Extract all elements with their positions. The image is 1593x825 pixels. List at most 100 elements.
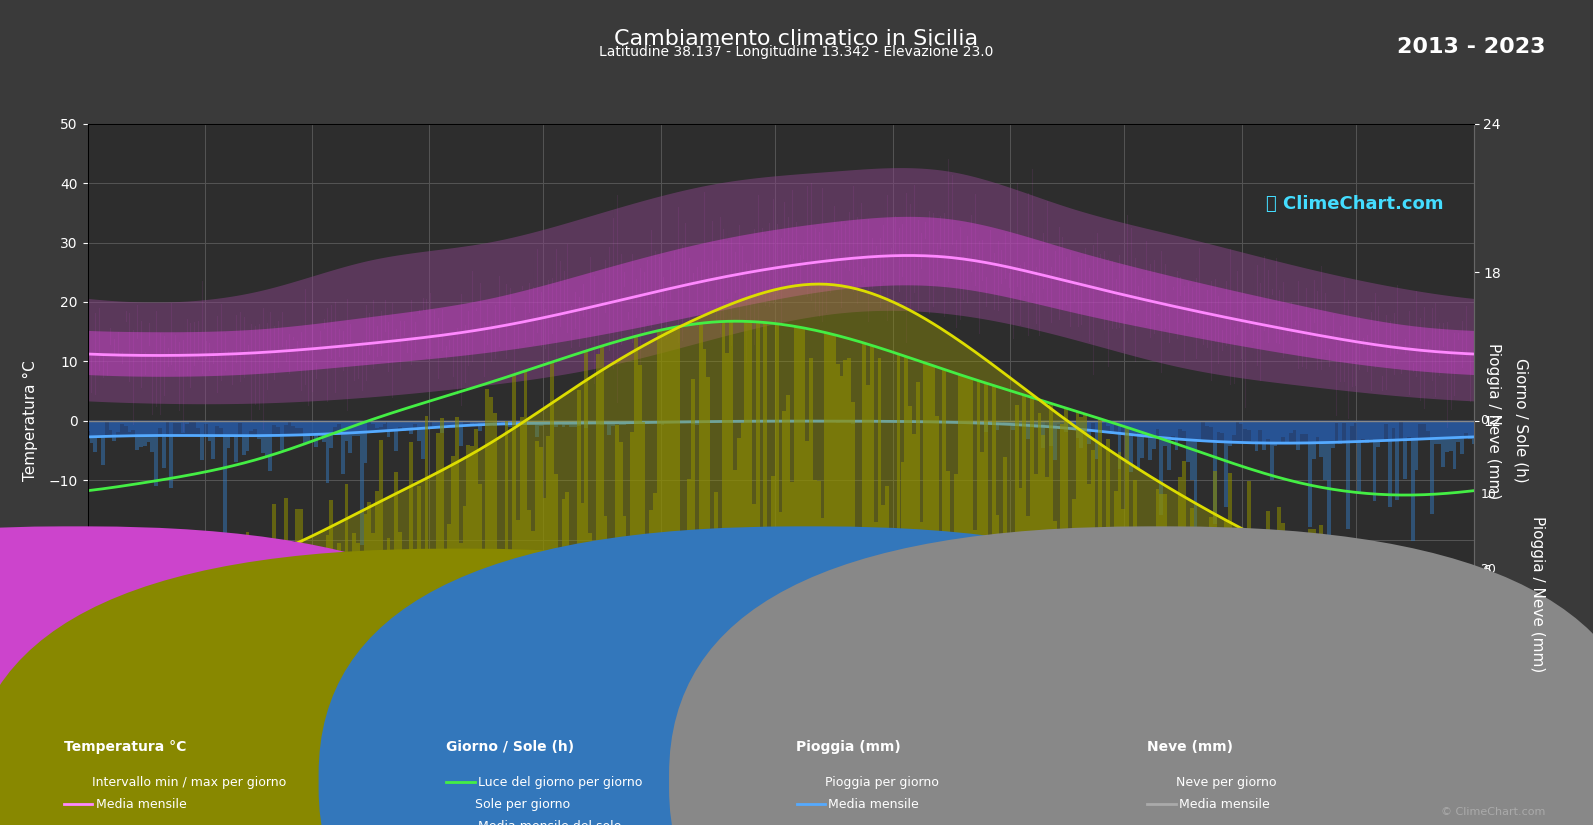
Bar (612, 421, 615, 426)
Bar (538, 447, 543, 718)
Bar (782, 411, 787, 718)
Bar (234, 563, 237, 718)
Bar (1075, 421, 1080, 438)
Bar (566, 492, 569, 718)
Bar (250, 578, 253, 718)
Bar (1007, 421, 1012, 423)
Bar (374, 421, 379, 428)
Bar (1445, 583, 1448, 718)
Bar (1223, 520, 1228, 718)
Bar (494, 421, 497, 426)
Bar (333, 656, 338, 718)
Bar (943, 421, 946, 422)
Text: Media mensile: Media mensile (828, 798, 919, 811)
Bar (828, 333, 832, 718)
Bar (272, 504, 276, 718)
Bar (174, 590, 177, 718)
Bar (1453, 421, 1456, 469)
Bar (322, 606, 325, 718)
Bar (338, 421, 341, 424)
Bar (1472, 626, 1475, 718)
Bar (1300, 617, 1305, 718)
Bar (440, 417, 443, 718)
Bar (478, 421, 481, 431)
Bar (1155, 488, 1160, 718)
Bar (516, 520, 519, 718)
Bar (379, 421, 382, 427)
Bar (86, 590, 89, 718)
Bar (1243, 421, 1247, 429)
Bar (889, 580, 894, 718)
Bar (1133, 421, 1136, 433)
Bar (1365, 648, 1368, 718)
Bar (451, 456, 456, 718)
Bar (714, 493, 718, 718)
Bar (1376, 421, 1380, 447)
Bar (1407, 632, 1411, 718)
Bar (436, 433, 440, 718)
Text: 40: 40 (1480, 711, 1496, 724)
Bar (1262, 421, 1266, 450)
Bar (436, 421, 440, 428)
Bar (489, 397, 494, 718)
Bar (672, 328, 675, 718)
Bar (569, 421, 573, 427)
Bar (680, 421, 683, 423)
Bar (1368, 570, 1373, 718)
Bar (371, 533, 374, 718)
Bar (264, 421, 269, 456)
Bar (1217, 421, 1220, 432)
Bar (1354, 641, 1357, 718)
Bar (859, 535, 862, 718)
Bar (752, 504, 755, 718)
Text: 🌐 ClimeChart.com: 🌐 ClimeChart.com (1266, 195, 1443, 213)
Bar (382, 561, 387, 718)
Bar (119, 421, 124, 424)
Bar (1050, 403, 1053, 718)
Bar (1110, 421, 1114, 434)
Bar (1231, 542, 1236, 718)
Bar (1129, 535, 1133, 718)
Text: Latitudine 38.137 - Longitudine 13.342 - Elevazione 23.0: Latitudine 38.137 - Longitudine 13.342 -… (599, 45, 994, 59)
Text: Cambiamento climatico in Sicilia: Cambiamento climatico in Sicilia (615, 29, 978, 49)
Bar (382, 421, 387, 424)
Bar (793, 421, 798, 422)
Bar (878, 358, 881, 718)
Bar (691, 379, 695, 718)
Bar (927, 365, 930, 718)
Bar (1053, 421, 1056, 460)
Bar (618, 442, 623, 718)
Bar (886, 486, 889, 718)
Bar (919, 522, 924, 718)
Bar (1286, 421, 1289, 443)
Bar (894, 421, 897, 423)
Bar (1343, 641, 1346, 718)
Bar (508, 625, 511, 718)
Text: 30: 30 (1480, 637, 1496, 650)
Bar (653, 493, 656, 718)
Bar (930, 365, 935, 718)
Bar (1403, 666, 1407, 718)
Bar (1056, 421, 1061, 424)
Bar (554, 421, 558, 427)
Y-axis label: Pioggia / Neve (mm): Pioggia / Neve (mm) (1486, 342, 1501, 499)
Bar (1086, 483, 1091, 718)
Bar (524, 371, 527, 718)
Bar (1144, 421, 1149, 433)
Bar (1316, 544, 1319, 718)
Bar (1086, 421, 1091, 444)
Bar (836, 364, 840, 718)
Bar (421, 421, 425, 459)
Bar (150, 654, 155, 718)
Bar (855, 533, 859, 718)
Bar (771, 476, 774, 718)
Bar (494, 413, 497, 718)
Bar (1083, 421, 1086, 433)
Bar (905, 356, 908, 718)
Bar (223, 670, 226, 718)
Bar (1434, 560, 1437, 718)
Bar (158, 558, 162, 718)
Bar (295, 508, 299, 718)
Bar (562, 499, 566, 718)
Bar (500, 421, 505, 423)
